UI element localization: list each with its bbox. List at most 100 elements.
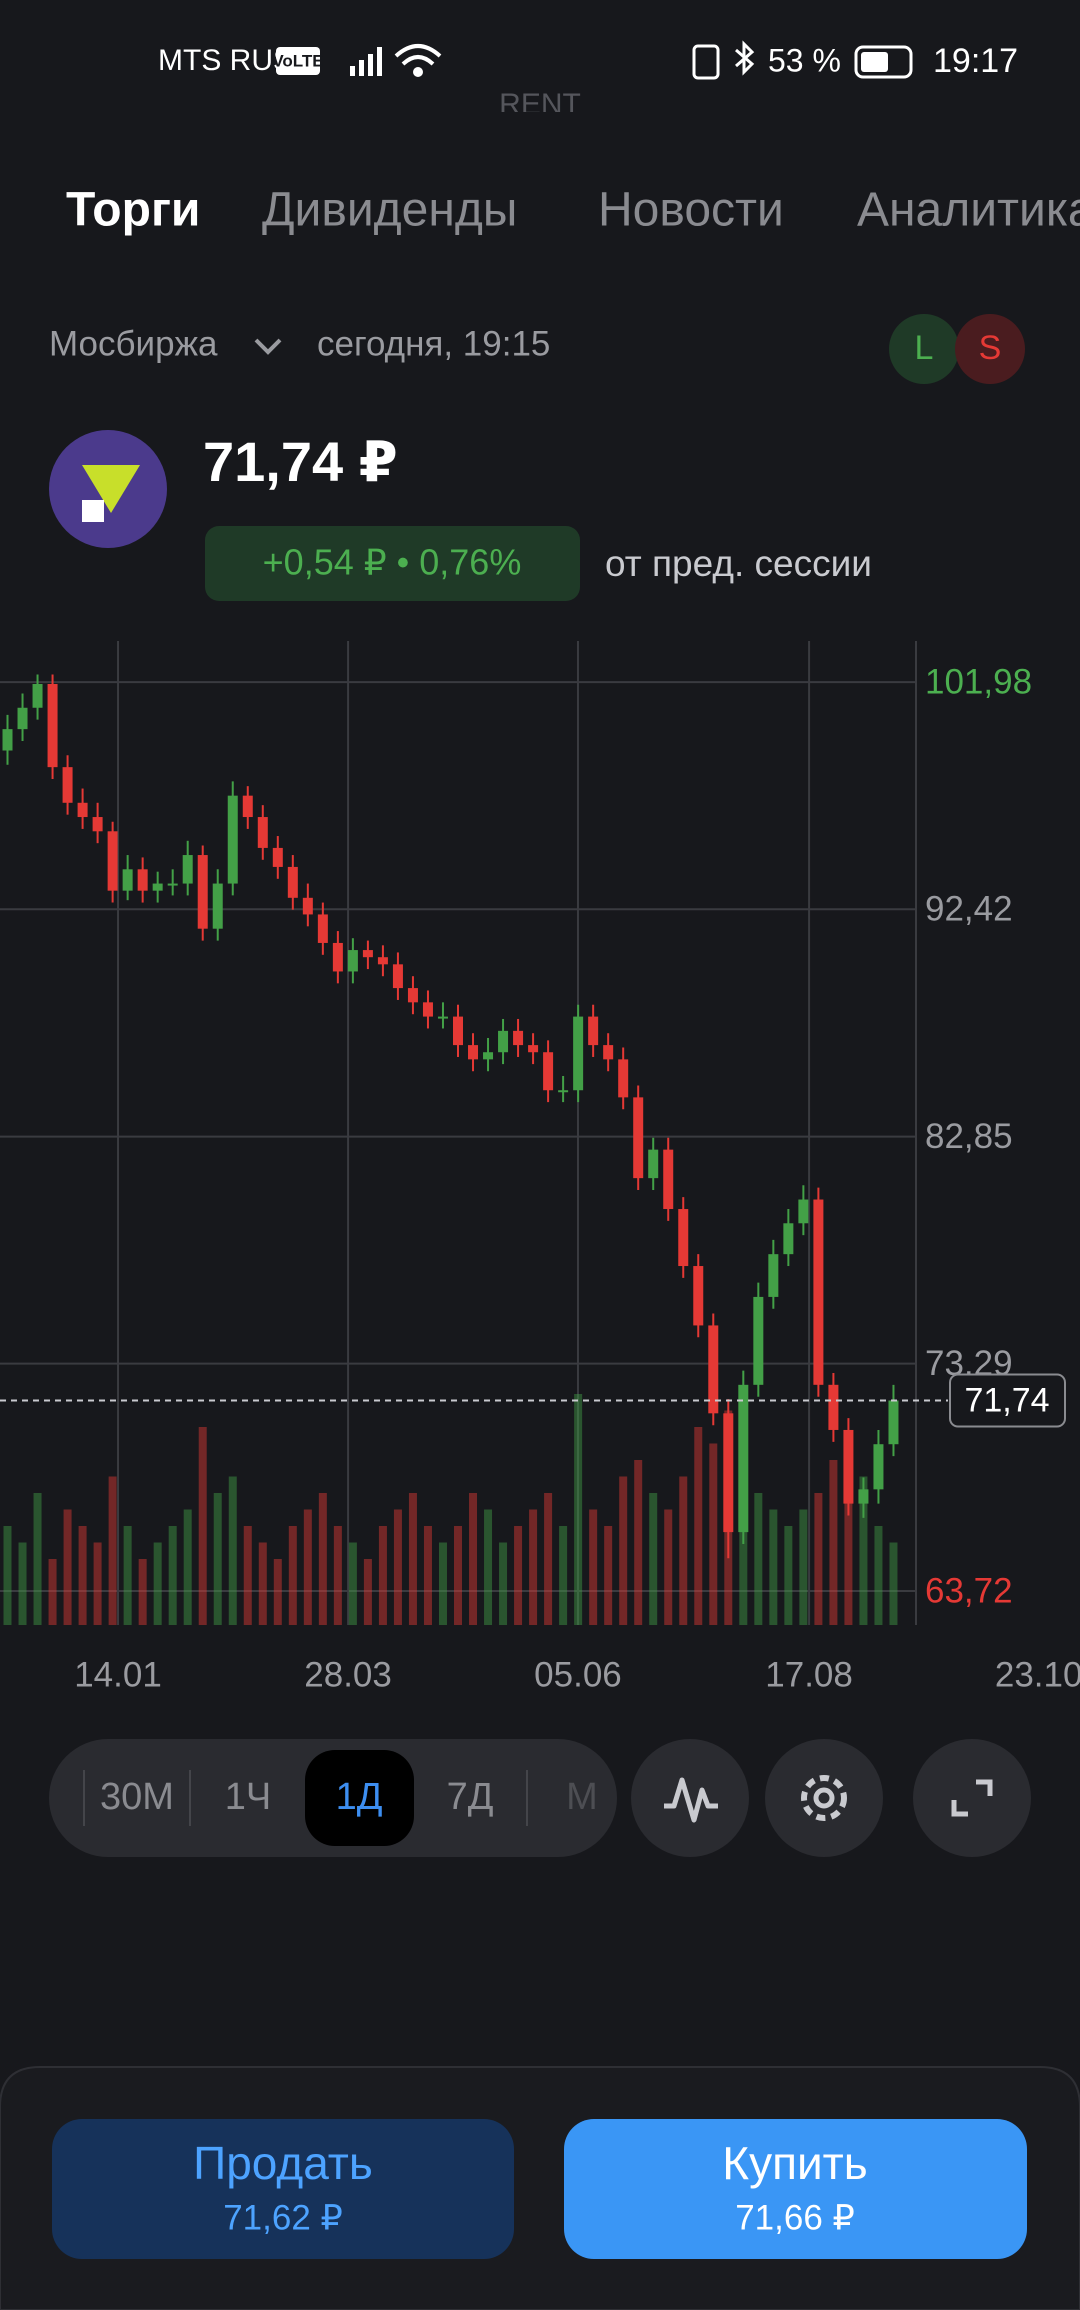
candle-body [212,883,223,929]
candle-body [302,897,313,915]
tab[interactable]: Дивиденды [262,184,517,237]
volume-bar [318,1493,327,1625]
volume-bar [423,1526,432,1625]
candle-body [738,1384,749,1533]
volume-bar [499,1542,508,1625]
candle-body [858,1489,869,1504]
clock: 19:17 [933,42,1018,80]
candle-body [618,1059,629,1098]
interval[interactable]: 30М [100,1776,174,1818]
volume-bar [679,1476,688,1625]
candle-body [798,1199,809,1224]
volume-bar [183,1509,192,1625]
candle-body [347,950,358,972]
indicators-icon [664,1777,718,1823]
candle-body [47,683,58,768]
last-price-box [949,1373,1066,1428]
candle-body [32,683,43,708]
candle-body [422,1002,433,1017]
candle-body [377,957,388,965]
volume-bar [303,1509,312,1625]
candle-body [603,1045,614,1060]
y-tick-label: 101,98 [925,662,1032,701]
volume-bar [454,1526,462,1625]
long-badge[interactable] [889,314,959,384]
volume-bar [889,1542,898,1625]
candle-body [287,866,298,898]
long-label: L [915,329,934,367]
y-tick-label: 92,42 [925,889,1013,928]
volume-bar [559,1526,568,1625]
interval[interactable]: 1Ч [225,1776,271,1818]
volume-bar [273,1559,282,1625]
candle-body [2,729,13,751]
candle-body [468,1045,479,1060]
volume-bar [243,1526,252,1625]
candle-body [453,1016,463,1046]
gear-icon [801,1775,847,1821]
volume-bar [123,1526,132,1625]
sell-label: Продать [193,2137,373,2189]
tab-active[interactable]: Торги [66,184,200,237]
candle-body [813,1199,824,1385]
volume-bar [604,1526,613,1625]
candle-body [648,1149,659,1179]
candle-body [843,1429,854,1504]
interval[interactable]: М [566,1776,598,1818]
tab[interactable]: Новости [598,184,784,237]
candle-body [137,869,148,891]
volume-bar [874,1526,883,1625]
candle-body [678,1209,689,1267]
wifi-icon [394,44,442,77]
volume-bar [769,1509,778,1625]
interval-active[interactable]: 1Д [336,1776,383,1818]
buy-button[interactable] [564,2119,1027,2259]
volume-bar [3,1526,12,1625]
candle-body [362,950,373,958]
candle-body [257,817,268,848]
x-tick-label: 28.03 [304,1655,392,1694]
volume-bar [408,1493,417,1625]
volume-bar [664,1509,673,1625]
volume-bar [739,1476,748,1625]
candle-body [888,1400,899,1445]
candle-body [498,1030,509,1053]
carrier: MTS RUS [158,44,293,77]
candle-body [588,1016,599,1046]
volume-bar [619,1476,628,1625]
candle-body [407,988,418,1003]
candle-body [828,1384,839,1430]
fullscreen-button[interactable] [913,1739,1031,1857]
volume-bar [48,1559,57,1625]
volume-bar [78,1526,87,1625]
sell-button[interactable] [52,2119,514,2259]
short-badge[interactable] [955,314,1025,384]
candle-body [528,1045,539,1053]
settings-button[interactable] [765,1739,883,1857]
exchange-select[interactable]: Мосбиржа [49,324,218,363]
sell-price: 71,62 ₽ [223,2198,343,2237]
candle-body [768,1254,779,1297]
volume-bar [63,1509,72,1625]
chevron-icon [254,338,282,355]
volume-bar [18,1542,27,1625]
candle-body [272,847,283,867]
tab[interactable]: Аналитика [857,184,1080,237]
volume-bar [694,1427,703,1625]
candle-body [693,1266,704,1326]
change-note: от пред. сессии [605,543,872,584]
last-price-label: 71,74 [964,1381,1049,1419]
candle-body [873,1444,884,1490]
candle-body [753,1296,764,1385]
x-tick-label: 05.06 [534,1655,622,1694]
x-tick-label: 14.01 [74,1655,162,1694]
volume-bar [213,1493,222,1625]
interval[interactable]: 7Д [447,1776,494,1818]
volume-bar [859,1476,868,1625]
plot-area [2,674,899,1625]
volume-bar [93,1542,102,1625]
gear-center [813,1787,835,1809]
volume-bar [258,1542,267,1625]
